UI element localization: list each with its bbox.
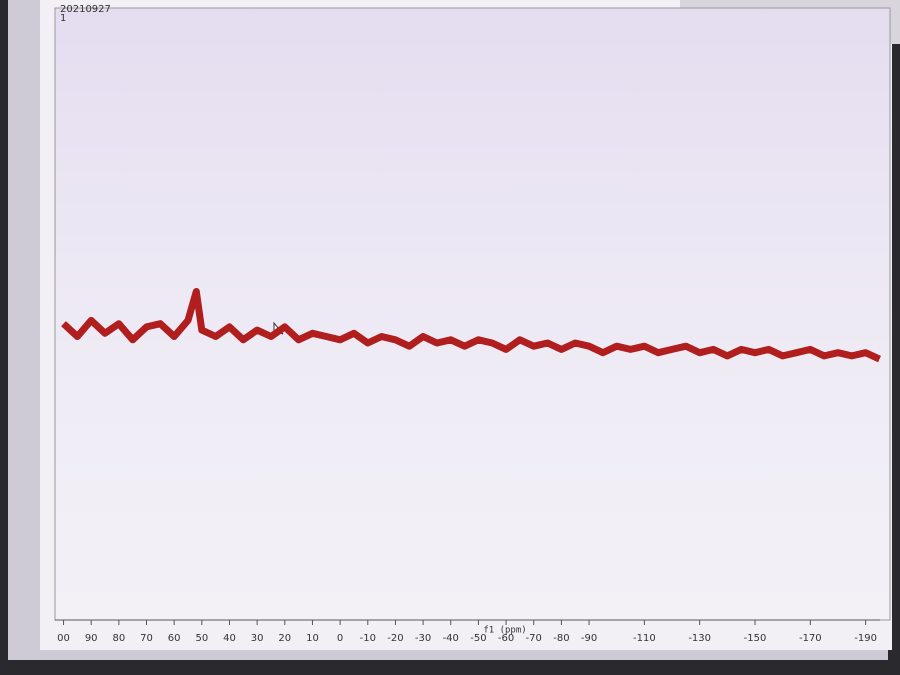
- x-tick-label: -130: [688, 633, 711, 644]
- x-tick-label: -20: [387, 633, 403, 644]
- x-axis-label: f1 (ppm): [483, 626, 526, 636]
- x-tick-label: 90: [85, 633, 98, 644]
- x-tick-label: -170: [799, 633, 822, 644]
- x-tick-label: -50: [470, 633, 486, 644]
- x-tick-label: 80: [112, 633, 125, 644]
- x-tick-label: -190: [854, 633, 877, 644]
- x-tick-label: 50: [195, 633, 208, 644]
- x-tick-label: -90: [581, 633, 597, 644]
- x-tick-label: -10: [360, 633, 376, 644]
- x-tick-label: -150: [744, 633, 767, 644]
- x-tick-label: -40: [443, 633, 459, 644]
- x-tick-label: 40: [223, 633, 236, 644]
- x-tick-label: -110: [633, 633, 656, 644]
- plot-area: [54, 7, 891, 621]
- x-tick-label: -70: [526, 633, 542, 644]
- spectrum-title: 20210927: [60, 4, 111, 15]
- x-tick-label: 20: [278, 633, 291, 644]
- x-tick-label: 00: [57, 633, 70, 644]
- spectrum-line: [61, 288, 881, 363]
- x-tick-label: 70: [140, 633, 153, 644]
- x-tick-label: 60: [168, 633, 181, 644]
- x-tick-label: 10: [306, 633, 319, 644]
- x-tick-label: -60: [498, 633, 514, 644]
- x-tick-label: -80: [553, 633, 569, 644]
- x-tick-label: 0: [337, 633, 343, 644]
- x-tick-label: 30: [251, 633, 264, 644]
- x-tick-label: -30: [415, 633, 431, 644]
- spectrum-number: 1: [60, 13, 66, 24]
